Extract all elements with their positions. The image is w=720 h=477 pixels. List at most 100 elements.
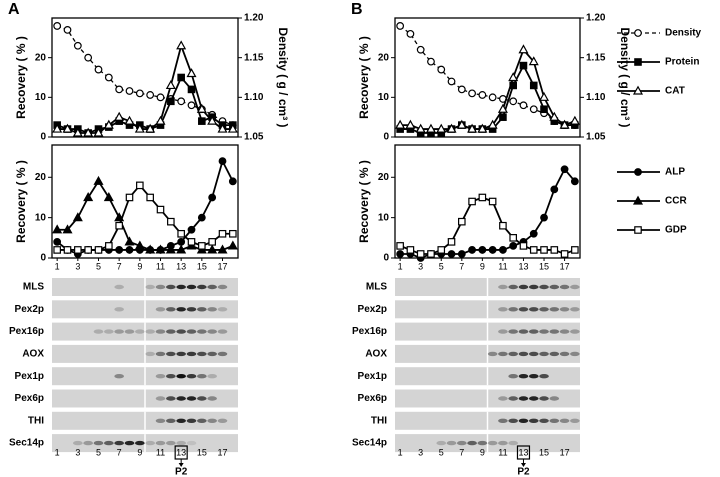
lane-label: 5 xyxy=(96,447,101,457)
blot-band xyxy=(114,329,124,334)
blot-band xyxy=(488,329,498,333)
data-point xyxy=(115,85,124,94)
blot-band xyxy=(570,441,580,445)
data-point xyxy=(74,246,82,254)
blot-band xyxy=(508,329,518,334)
blot-label: Pex6p xyxy=(15,393,44,404)
y-axis-label: Recovery ( % ) xyxy=(14,36,28,119)
data-point xyxy=(529,246,538,254)
blot-band xyxy=(447,285,457,289)
legend-marker xyxy=(634,168,642,176)
data-point xyxy=(146,193,154,202)
blot-band xyxy=(73,329,83,333)
blot-band xyxy=(487,440,498,446)
blot-band xyxy=(467,374,477,378)
blot-band xyxy=(207,396,217,401)
blot-band xyxy=(529,441,539,445)
blot-label: Pex16p xyxy=(9,326,44,337)
blot-band xyxy=(406,419,416,423)
legend-marker xyxy=(632,85,644,95)
blot-band xyxy=(477,440,488,446)
blot-band xyxy=(498,307,508,312)
data-point xyxy=(416,250,425,258)
data-point xyxy=(114,111,125,121)
blot-band xyxy=(416,396,426,400)
blot-band xyxy=(217,329,228,334)
blot-band xyxy=(63,374,73,378)
blot-band xyxy=(549,396,560,401)
lane-label: 11 xyxy=(498,447,507,457)
data-point xyxy=(229,229,237,238)
data-point xyxy=(509,234,517,242)
pellet-label: P2 xyxy=(175,467,188,477)
blot-band xyxy=(447,352,457,356)
data-point xyxy=(519,242,528,250)
blot-band xyxy=(155,284,166,290)
legend-marker xyxy=(634,226,642,234)
data-point xyxy=(103,119,114,129)
data-point xyxy=(103,192,114,202)
data-point xyxy=(115,246,124,254)
blot-band xyxy=(560,396,570,400)
blot-band xyxy=(436,440,447,446)
blot-band xyxy=(518,307,529,312)
blot-band xyxy=(426,374,436,378)
data-point xyxy=(165,244,176,254)
data-point xyxy=(458,217,466,226)
blot-band xyxy=(528,329,539,334)
data-point xyxy=(217,244,228,254)
data-point xyxy=(72,212,83,222)
data-point xyxy=(499,221,507,230)
blot-band xyxy=(217,284,228,290)
blot-band xyxy=(467,396,477,400)
data-point xyxy=(509,97,518,106)
blot-band xyxy=(145,307,155,311)
blot-band xyxy=(467,352,477,356)
data-point xyxy=(570,177,579,186)
blot-band xyxy=(570,374,580,378)
data-point xyxy=(94,65,103,74)
y-tick-label: 10 xyxy=(378,92,390,103)
blot-band xyxy=(559,418,570,423)
data-point xyxy=(73,41,82,50)
blot-band xyxy=(73,285,83,289)
data-point xyxy=(207,115,218,125)
blot-band xyxy=(83,374,93,378)
blot-band xyxy=(52,285,62,289)
data-point xyxy=(416,45,425,54)
data-point xyxy=(528,56,539,66)
data-point xyxy=(186,68,197,78)
x-tick-label: 1 xyxy=(55,261,60,271)
blot-band xyxy=(416,329,426,333)
data-point xyxy=(427,57,435,66)
x-tick-label: 15 xyxy=(197,261,207,271)
blot-label: Pex2p xyxy=(15,304,44,315)
lane-label: 5 xyxy=(439,447,444,457)
data-point xyxy=(227,123,238,133)
blot-band xyxy=(228,396,238,400)
blot-band xyxy=(488,396,498,400)
data-point xyxy=(136,181,144,190)
data-point xyxy=(218,157,227,166)
data-point xyxy=(125,246,134,254)
blot-band xyxy=(217,307,228,312)
y2-tick-label: 1.15 xyxy=(586,52,606,63)
data-point xyxy=(124,236,135,246)
lane-label: 17 xyxy=(560,447,570,457)
blot-band xyxy=(508,307,518,312)
blot-band xyxy=(416,285,426,289)
blot-band xyxy=(207,418,217,423)
blot-band xyxy=(539,374,549,379)
blot-band xyxy=(550,374,560,378)
x-tick-label: 11 xyxy=(498,261,507,271)
blot-band xyxy=(406,441,416,445)
blot-band xyxy=(395,374,405,378)
blot-band xyxy=(155,418,166,423)
blot-band xyxy=(518,374,529,379)
blot-band xyxy=(197,329,207,334)
data-point xyxy=(53,246,61,254)
blot-band xyxy=(218,374,228,378)
blot-band xyxy=(125,285,135,289)
blot-band xyxy=(145,329,155,334)
blot-band xyxy=(94,374,104,378)
